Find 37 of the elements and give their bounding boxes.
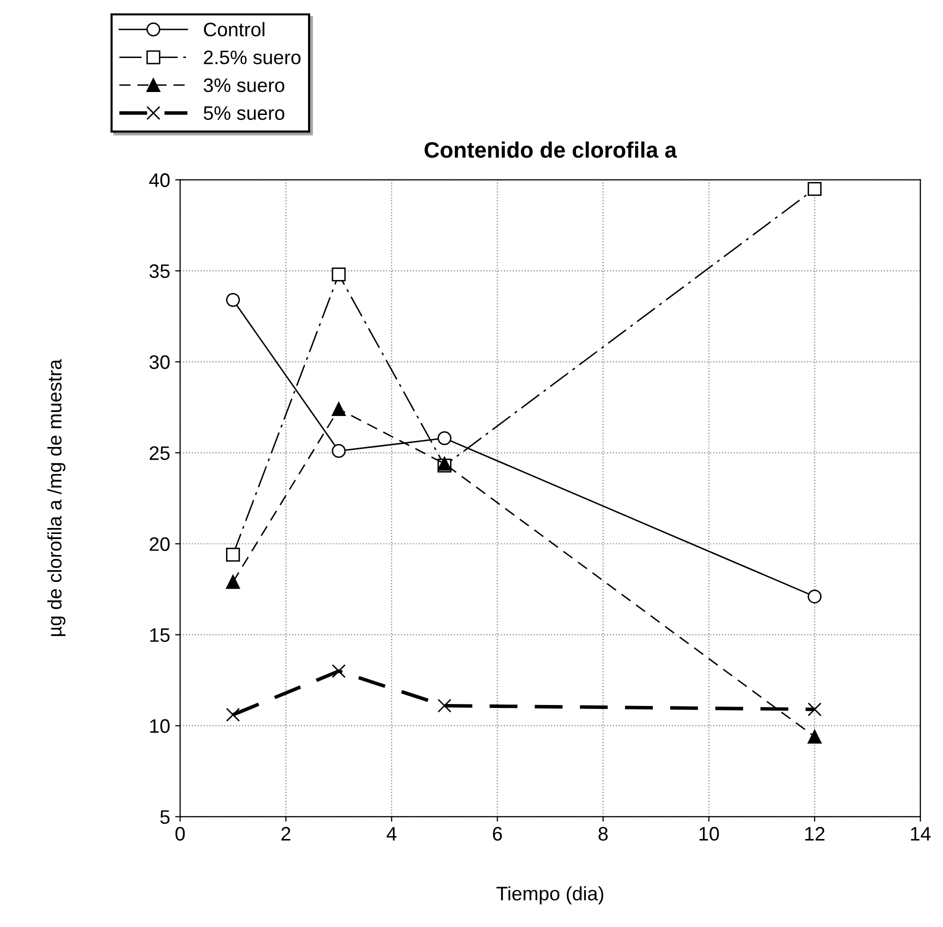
- y-axis-title: µg de clorofila a /mg de muestra: [47, 359, 66, 636]
- y-tick-label: 5: [160, 810, 170, 824]
- point: [332, 402, 346, 416]
- y-tick-label: 25: [150, 446, 170, 460]
- x-tick-label: 10: [700, 826, 719, 841]
- y-tick-label: 30: [150, 355, 170, 370]
- point: [808, 590, 822, 604]
- x-tick-label: 4: [386, 827, 396, 840]
- point: [226, 548, 240, 562]
- point: [808, 702, 822, 716]
- x-tick-label: 8: [598, 826, 608, 841]
- point: [332, 444, 346, 458]
- legend-label: Control: [204, 22, 264, 36]
- y-tick-label: 40: [149, 173, 170, 188]
- x-tick-label: 12: [805, 826, 824, 840]
- point: [808, 730, 822, 744]
- x-tick-label: 14: [911, 827, 931, 840]
- point: [332, 664, 346, 678]
- x-tick-label: 6: [492, 826, 502, 841]
- point: [226, 708, 240, 722]
- point: [808, 182, 822, 196]
- legend-label: 5% suero: [204, 106, 284, 120]
- y-tick-label: 10: [150, 719, 170, 733]
- point: [438, 431, 452, 446]
- point: [226, 575, 240, 589]
- x-axis-title: Tiempo (dia): [496, 886, 604, 904]
- point: [226, 292, 240, 307]
- y-tick-label: 20: [150, 537, 170, 551]
- y-tick-label: 35: [150, 264, 170, 278]
- point: [332, 268, 346, 282]
- x-tick-label: 2: [281, 826, 290, 840]
- x-tick-label: 0: [175, 826, 185, 841]
- legend-label: 2.5% suero: [204, 50, 300, 64]
- chart-title: Contenido de clorofila a: [424, 142, 677, 158]
- legend-label: 3% suero: [204, 78, 284, 92]
- y-tick-label: 15: [150, 628, 170, 642]
- point: [438, 698, 452, 713]
